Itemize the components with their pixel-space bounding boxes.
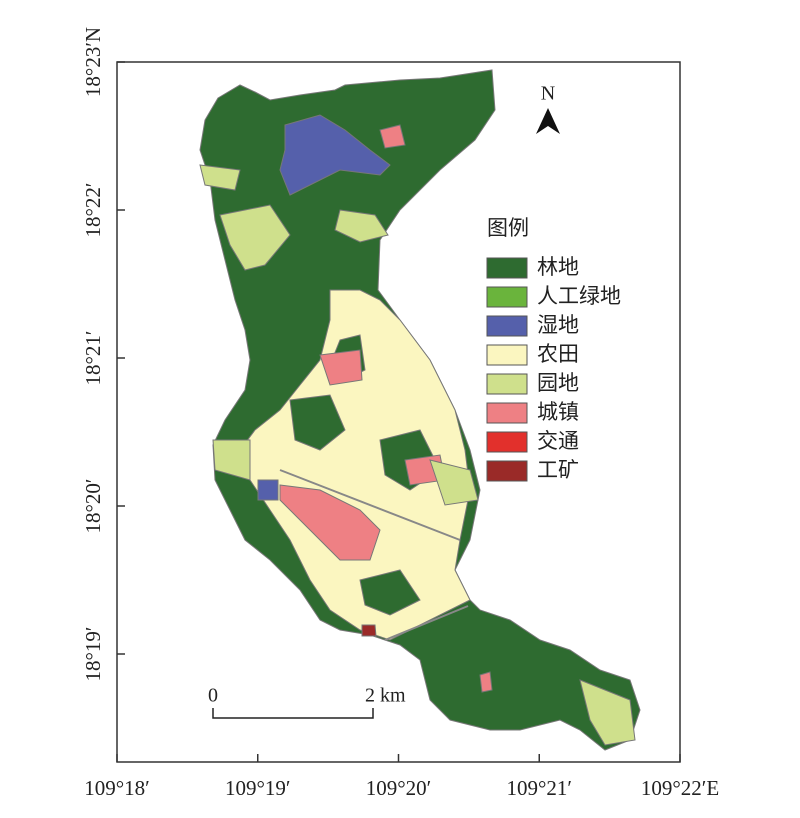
scale-end: 2 km (365, 685, 406, 707)
wetland-area (279, 114, 391, 196)
x-tick-label: 109°21′ (507, 776, 573, 800)
orchard-area (429, 459, 479, 506)
legend-label: 人工绿地 (537, 284, 621, 308)
road (279, 469, 461, 541)
legend-swatch (486, 373, 528, 395)
town-area (319, 349, 363, 386)
scale-line (212, 708, 374, 719)
legend-swatch (486, 257, 528, 279)
orchard-area (579, 679, 636, 746)
y-tick-label: 18°23′N (81, 27, 105, 97)
legend-label: 湿地 (537, 313, 579, 337)
legend-swatch (486, 460, 528, 482)
north-arrow-head (536, 108, 560, 134)
y-tick-label: 18°20′ (81, 479, 105, 534)
town-area (479, 671, 493, 693)
land-cover (199, 69, 641, 751)
legend-label: 园地 (537, 371, 579, 395)
town-area (279, 484, 381, 561)
legend-title: 图例 (487, 216, 529, 240)
legend-swatch (486, 344, 528, 366)
wetland-area (257, 479, 279, 501)
legend-label: 农田 (537, 342, 579, 366)
road (384, 605, 469, 641)
x-tick-label: 109°22′E (641, 776, 719, 800)
legend-label: 工矿 (537, 458, 579, 482)
y-tick-label: 18°22′ (81, 183, 105, 238)
legend-label: 交通 (537, 429, 579, 453)
legend-swatch (486, 315, 528, 337)
legend-label: 林地 (537, 255, 579, 279)
x-tick-label: 109°18′ (84, 776, 150, 800)
scale-start: 0 (208, 685, 218, 707)
scale-bar: 0 2 km (208, 685, 406, 719)
y-tick-label: 18°19′ (81, 627, 105, 682)
orchard-area (212, 439, 251, 481)
x-tick-label: 109°19′ (225, 776, 291, 800)
legend-swatch (486, 402, 528, 424)
x-tick-label: 109°20′ (366, 776, 432, 800)
north-arrow: N (536, 83, 560, 134)
orchard-area (199, 164, 241, 191)
legend-swatch (486, 431, 528, 453)
y-tick-label: 18°21′ (81, 331, 105, 386)
orchard-area (219, 204, 291, 271)
forest-patch (359, 569, 421, 616)
north-label: N (541, 83, 555, 105)
legend-swatch (486, 286, 528, 308)
axis-ticks: 109°18′ 109°19′ 109°20′ 109°21′ 109°22′E 18°2… (81, 27, 719, 800)
legend-label: 城镇 (537, 400, 579, 424)
orchard-area (334, 209, 389, 243)
town-area (379, 124, 406, 149)
mining-area (361, 624, 377, 637)
forest-patch (289, 394, 346, 451)
